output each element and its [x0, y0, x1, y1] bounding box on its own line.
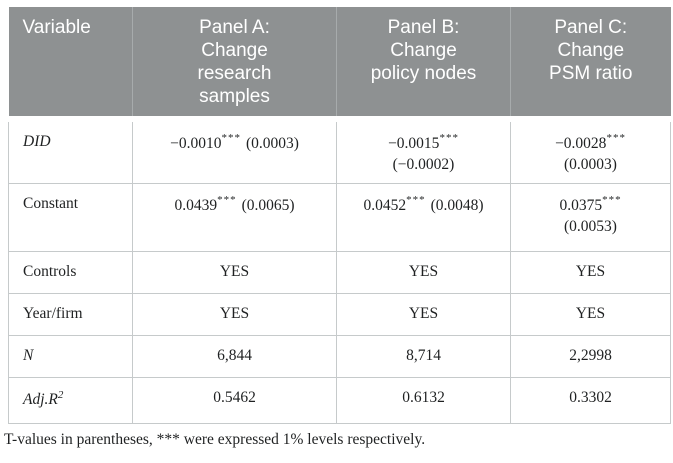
cell-n-panel-c: 2,2998	[510, 334, 671, 378]
significance-stars: ***	[606, 132, 626, 144]
regression-results-table: Variable Panel A: Change research sample…	[8, 7, 671, 424]
cell-constant-panel-c: 0.0375*** (0.0053)	[510, 182, 671, 252]
page: Variable Panel A: Change research sample…	[4, 7, 671, 448]
cell-adj-r2-panel-b: 0.6132	[336, 376, 511, 424]
table-row-year-firm: Year/firm YES YES YES	[8, 292, 671, 336]
cell-year-firm-panel-c: YES	[510, 292, 671, 336]
adj-r2-label-text: Adj.R	[23, 390, 58, 408]
t-value: (−0.0002)	[392, 156, 455, 174]
t-value: (0.0053)	[564, 217, 617, 235]
table-row-controls: Controls YES YES YES	[8, 250, 671, 294]
cell-adj-r2-panel-a: 0.5462	[132, 376, 337, 424]
cell-constant-panel-b: 0.0452*** (0.0048)	[336, 182, 511, 252]
t-value: (0.0065)	[241, 196, 295, 214]
coefficient-value: −0.0010	[170, 135, 222, 153]
t-value: (0.0003)	[245, 135, 299, 153]
table-row-n: N 6,844 8,714 2,2998	[8, 334, 671, 378]
cell-year-firm-panel-a: YES	[132, 292, 337, 336]
row-label-adj-r2: Adj.R2	[8, 376, 133, 424]
significance-stars: ***	[221, 132, 241, 144]
significance-stars: ***	[217, 193, 237, 206]
significance-stars: ***	[439, 132, 459, 144]
t-value: (0.0003)	[564, 156, 617, 174]
coefficient-value: 0.0452	[363, 196, 407, 214]
column-header-panel-c: Panel C: Change PSM ratio	[510, 7, 671, 122]
cell-n-panel-b: 8,714	[336, 334, 511, 378]
coefficient-value: 0.0439	[174, 196, 218, 214]
column-header-panel-b: Panel B: Change policy nodes	[336, 7, 511, 122]
adj-r2-superscript: 2	[57, 388, 64, 401]
header-row: Variable Panel A: Change research sample…	[8, 7, 671, 122]
cell-n-panel-a: 6,844	[132, 334, 337, 378]
coefficient-value: −0.0028	[555, 135, 607, 153]
cell-did-panel-b: −0.0015*** (−0.0002)	[336, 119, 511, 184]
row-label-controls: Controls	[8, 250, 133, 294]
column-header-panel-a: Panel A: Change research samples	[132, 7, 337, 122]
table-row-adj-r2: Adj.R2 0.5462 0.6132 0.3302	[8, 376, 671, 424]
cell-controls-panel-c: YES	[510, 250, 671, 294]
cell-did-panel-c: −0.0028*** (0.0003)	[510, 119, 671, 184]
column-header-variable: Variable	[8, 7, 133, 122]
t-value: (0.0048)	[430, 196, 484, 214]
significance-stars: ***	[602, 193, 622, 206]
cell-did-panel-a: −0.0010*** (0.0003)	[132, 119, 337, 184]
table-row-constant: Constant 0.0439*** (0.0065) 0.0452*** (0.0…	[8, 182, 671, 252]
cell-constant-panel-a: 0.0439*** (0.0065)	[132, 182, 337, 252]
table-row-did: DID −0.0010*** (0.0003) −0.0015*** (−0.000…	[8, 119, 671, 184]
coefficient-value: −0.0015	[388, 135, 440, 153]
row-label-constant: Constant	[8, 182, 133, 252]
coefficient-value: 0.0375	[559, 196, 603, 214]
cell-controls-panel-a: YES	[132, 250, 337, 294]
row-label-did: DID	[8, 119, 133, 184]
row-label-year-firm: Year/firm	[8, 292, 133, 336]
cell-controls-panel-b: YES	[336, 250, 511, 294]
cell-year-firm-panel-b: YES	[336, 292, 511, 336]
significance-stars: ***	[406, 193, 426, 206]
row-label-n: N	[8, 334, 133, 378]
table-footnote: T-values in parentheses, *** were expres…	[4, 430, 426, 448]
cell-adj-r2-panel-c: 0.3302	[510, 376, 671, 424]
